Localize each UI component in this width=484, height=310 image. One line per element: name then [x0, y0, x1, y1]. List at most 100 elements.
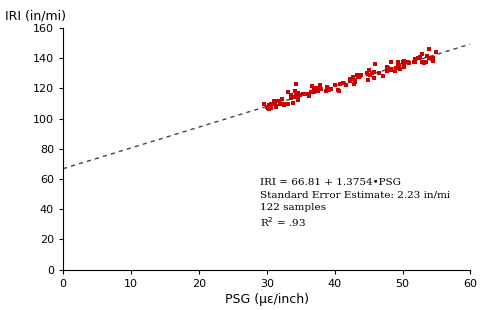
Point [400, 59, 408, 64]
Point [317, 86, 324, 91]
Point [374, 71, 382, 76]
Point [345, 79, 353, 84]
Point [396, 67, 404, 72]
Point [393, 64, 401, 69]
Point [290, 89, 298, 94]
Point [393, 62, 401, 67]
Point [386, 60, 393, 64]
Point [286, 95, 294, 100]
Point [424, 47, 432, 52]
Point [293, 97, 301, 102]
Point [394, 63, 402, 68]
Point [306, 90, 314, 95]
Point [296, 92, 303, 97]
Point [383, 65, 391, 70]
Point [309, 86, 317, 91]
Point [365, 68, 373, 73]
Point [274, 99, 282, 104]
Point [291, 95, 299, 100]
Point [264, 103, 272, 108]
Point [333, 87, 341, 92]
Point [399, 60, 407, 65]
Point [363, 78, 371, 82]
Point [323, 84, 331, 89]
Point [280, 102, 287, 107]
Point [283, 89, 291, 94]
Point [382, 64, 390, 69]
Point [348, 77, 355, 82]
Point [334, 88, 342, 93]
Point [415, 55, 423, 60]
Point [316, 83, 323, 88]
Point [353, 72, 361, 77]
Point [267, 105, 275, 110]
Point [428, 56, 436, 61]
Point [308, 84, 316, 89]
Point [272, 104, 280, 108]
Point [294, 91, 302, 95]
Point [299, 91, 306, 96]
Point [403, 60, 411, 65]
Point [272, 99, 280, 104]
Point [431, 50, 439, 55]
Point [312, 88, 320, 93]
Point [424, 55, 432, 60]
Point [382, 69, 390, 73]
Point [310, 90, 318, 95]
Point [279, 101, 287, 106]
Point [411, 57, 419, 62]
Point [313, 88, 321, 93]
Point [260, 101, 268, 106]
Point [280, 102, 288, 107]
Point [350, 80, 358, 85]
Point [267, 102, 274, 107]
Point [270, 100, 278, 104]
Point [362, 71, 370, 76]
Point [302, 91, 310, 96]
Point [400, 65, 408, 70]
Point [312, 88, 319, 93]
Point [348, 75, 356, 80]
Point [262, 105, 270, 110]
Point [314, 87, 321, 92]
Point [363, 78, 371, 83]
Point [392, 65, 399, 70]
Point [269, 102, 277, 107]
Point [357, 73, 364, 78]
Point [421, 60, 429, 65]
Point [341, 82, 349, 87]
Text: IRI (in/mi): IRI (in/mi) [5, 9, 66, 22]
Point [293, 94, 301, 99]
Point [369, 69, 377, 74]
Point [365, 72, 373, 77]
Point [363, 77, 371, 82]
Point [310, 90, 318, 95]
Point [415, 55, 423, 60]
Point [263, 105, 271, 110]
Point [316, 86, 323, 91]
Point [370, 75, 378, 80]
Point [338, 81, 346, 86]
Point [335, 81, 343, 86]
Text: R$^{2}$ = .93: R$^{2}$ = .93 [259, 215, 305, 229]
Point [420, 60, 427, 65]
Point [327, 86, 334, 91]
Point [399, 60, 407, 65]
Point [291, 91, 299, 95]
Point [400, 64, 408, 69]
Point [417, 51, 425, 56]
Point [404, 61, 412, 66]
Point [345, 77, 353, 82]
Point [378, 73, 386, 78]
Point [427, 57, 435, 62]
Point [401, 60, 408, 65]
Point [393, 60, 401, 65]
Point [287, 93, 295, 98]
Point [354, 75, 362, 80]
Point [409, 59, 417, 64]
Point [291, 82, 299, 87]
Point [349, 81, 357, 86]
Point [414, 55, 422, 60]
Point [367, 70, 375, 75]
Point [370, 62, 378, 67]
